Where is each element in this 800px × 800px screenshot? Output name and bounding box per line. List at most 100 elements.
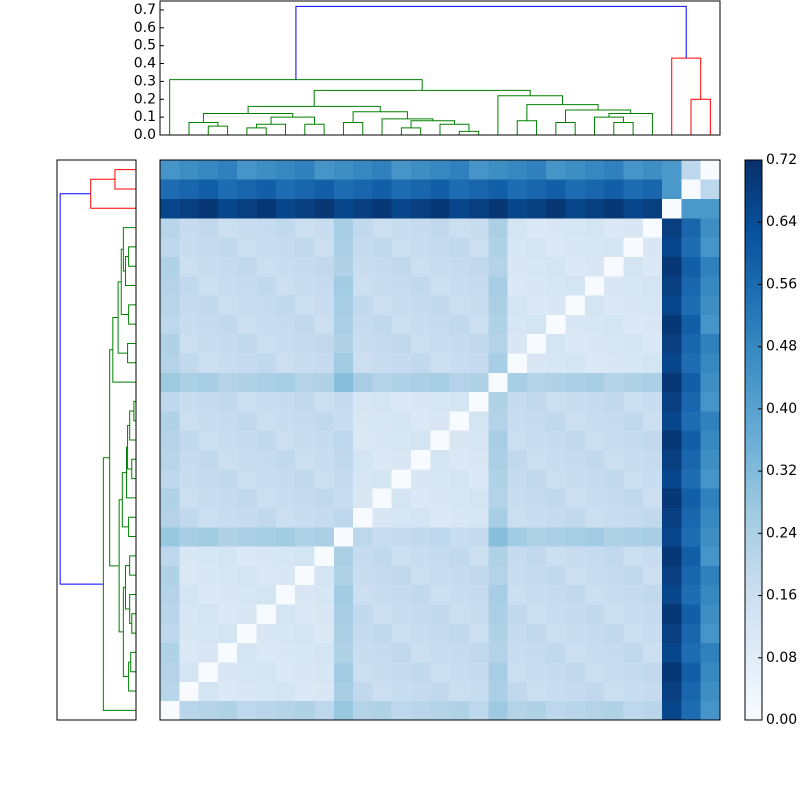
heatmap-cell (198, 237, 219, 257)
heatmap-cell (256, 353, 277, 373)
top-dendrogram-link (565, 109, 632, 123)
heatmap-cell (700, 584, 721, 605)
heatmap-cell (468, 565, 489, 586)
heatmap-cell (179, 411, 200, 431)
heatmap-cell (623, 642, 644, 663)
heatmap-cell (179, 488, 200, 508)
heatmap-cell (662, 662, 682, 682)
heatmap-cell (642, 275, 663, 296)
heatmap-cell (391, 468, 412, 489)
heatmap-cell (468, 642, 489, 663)
heatmap-cell (333, 507, 354, 528)
heatmap-cell (353, 237, 373, 257)
heatmap-cell (565, 526, 586, 547)
heatmap-cell (468, 584, 489, 605)
heatmap-cell (198, 411, 219, 431)
heatmap-cell (468, 314, 489, 335)
heatmap-cell (565, 353, 586, 373)
heatmap-cell (353, 642, 373, 663)
heatmap-cell (507, 681, 528, 702)
heatmap-cell (295, 372, 315, 393)
heatmap-cell (565, 160, 586, 180)
heatmap-cell (449, 507, 470, 528)
heatmap-cell (372, 179, 393, 200)
left-dendrogram-link (124, 565, 130, 610)
heatmap-cell (584, 314, 605, 335)
left-dendrogram-link (118, 499, 124, 633)
heatmap-cell (411, 333, 431, 354)
heatmap-cell (411, 198, 431, 219)
heatmap-cell (217, 275, 238, 296)
heatmap-cell (411, 604, 431, 624)
heatmap-cell (160, 391, 180, 412)
heatmap-cell (275, 468, 296, 489)
heatmap-cell (333, 411, 354, 431)
heatmap-cell (256, 623, 277, 644)
heatmap-cell (160, 526, 180, 547)
heatmap-cell (681, 526, 702, 547)
heatmap-cell (488, 526, 508, 547)
heatmap-cell (372, 295, 393, 315)
heatmap-cell (468, 256, 489, 277)
heatmap-cell (681, 275, 702, 296)
heatmap-cell (256, 237, 277, 257)
heatmap-cell (449, 565, 470, 586)
heatmap-cell (353, 275, 373, 296)
heatmap-cell (275, 642, 296, 663)
heatmap-cell (275, 275, 296, 296)
heatmap-cell (546, 449, 566, 470)
heatmap-cell (295, 449, 315, 470)
heatmap-cell (507, 623, 528, 644)
heatmap-cell (604, 333, 624, 354)
heatmap-cell (275, 391, 296, 412)
y-tick-label: 0.2 (134, 91, 156, 107)
heatmap-cell (507, 179, 528, 200)
heatmap-cell (546, 430, 566, 451)
heatmap-cell (700, 546, 721, 566)
heatmap-cell (642, 584, 663, 605)
heatmap-cell (642, 217, 663, 238)
heatmap-cell (179, 565, 200, 586)
heatmap-cell (468, 507, 489, 528)
heatmap-cell (430, 275, 451, 296)
heatmap-cell (430, 256, 451, 277)
heatmap-cell (353, 449, 373, 470)
heatmap-cell (314, 662, 335, 682)
heatmap-cell (353, 681, 373, 702)
colorbar-tick-label: 0.56 (766, 276, 797, 292)
heatmap-cell (391, 256, 412, 277)
heatmap-cell (353, 662, 373, 682)
heatmap-cell (372, 160, 393, 180)
heatmap-cell (256, 526, 277, 547)
heatmap-cell (411, 565, 431, 586)
heatmap-cell (217, 411, 238, 431)
heatmap-cell (333, 198, 354, 219)
colorbar-tick-label: 0.32 (766, 463, 797, 479)
heatmap-cell (372, 353, 393, 373)
heatmap-cell (700, 275, 721, 296)
heatmap-cell (604, 372, 624, 393)
heatmap-cell (391, 391, 412, 412)
heatmap-cell (565, 700, 586, 721)
heatmap-cell (353, 295, 373, 315)
heatmap-cell (160, 275, 180, 296)
heatmap-cell (700, 565, 721, 586)
heatmap-cell (353, 700, 373, 721)
heatmap-cell (179, 584, 200, 605)
heatmap-cell (333, 179, 354, 200)
heatmap-cell (217, 314, 238, 335)
heatmap-cell (411, 584, 431, 605)
heatmap-cell (584, 623, 605, 644)
heatmap-cell (256, 468, 277, 489)
heatmap-cell (295, 604, 315, 624)
heatmap-cell (604, 160, 624, 180)
heatmap-cell (430, 642, 451, 663)
heatmap-cell (468, 198, 489, 219)
heatmap-cell (353, 526, 373, 547)
heatmap-cell (662, 546, 682, 566)
heatmap-cell (449, 623, 470, 644)
heatmap-cell (217, 526, 238, 547)
heatmap-cell (468, 604, 489, 624)
heatmap-cell (604, 314, 624, 335)
